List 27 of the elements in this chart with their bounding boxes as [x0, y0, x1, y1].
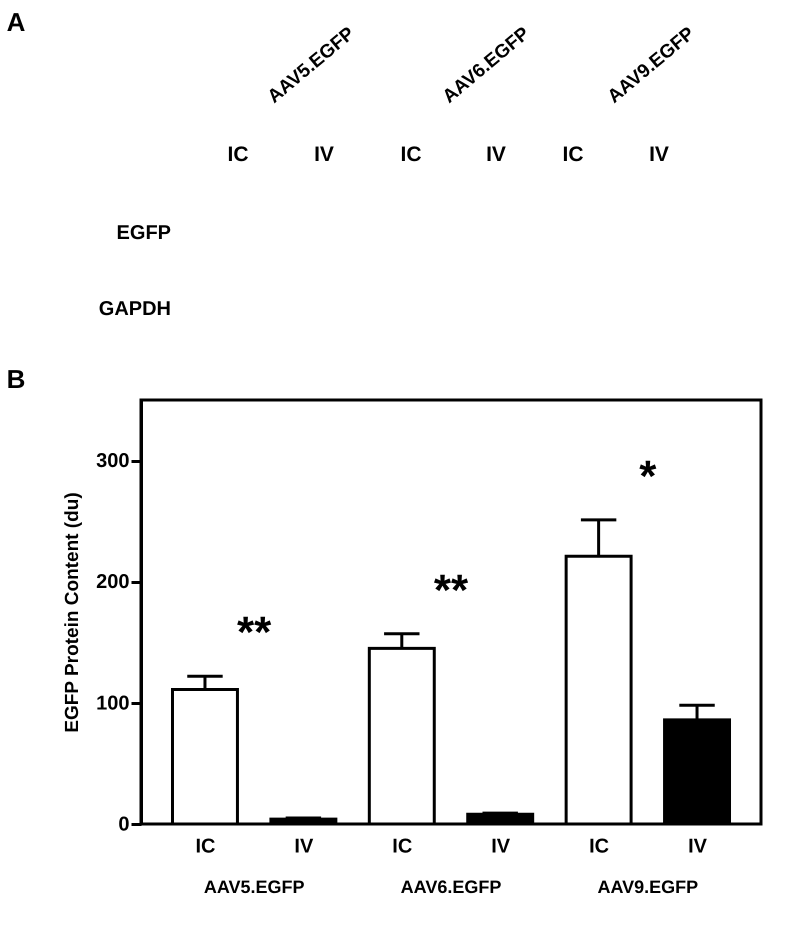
x-tick-label: IV	[294, 836, 314, 858]
y-axis-title: EGFP Protein Content (du)	[62, 492, 84, 733]
text: IV	[649, 143, 669, 166]
x-tick-label: IC	[392, 836, 412, 858]
x-tick-label: IV	[491, 836, 511, 858]
x-tick-label: IC	[195, 836, 216, 858]
text: IC	[562, 143, 584, 166]
x-tick-label: IC	[589, 836, 610, 858]
text: GAPDH	[98, 298, 171, 320]
annotation: **	[434, 566, 469, 615]
text: IV	[314, 143, 334, 166]
annotation: **	[237, 608, 272, 658]
text: EGFP	[116, 222, 171, 244]
text: A	[6, 7, 26, 37]
text: IC	[400, 143, 422, 166]
text: IC	[228, 143, 248, 166]
text: B	[6, 364, 26, 394]
text: AAV6.EGFP	[400, 877, 502, 897]
x-tick-label: IV	[688, 836, 708, 858]
text: AAV9.EGFP	[597, 877, 698, 897]
y-tick-label: 100	[96, 692, 130, 714]
y-tick-label: 300	[96, 450, 130, 472]
y-tick-label: 200	[96, 571, 130, 594]
annotation: *	[639, 452, 658, 501]
y-tick-label: 0	[118, 814, 130, 836]
text: IV	[486, 143, 506, 166]
text: AAV5.EGFP	[204, 877, 305, 897]
